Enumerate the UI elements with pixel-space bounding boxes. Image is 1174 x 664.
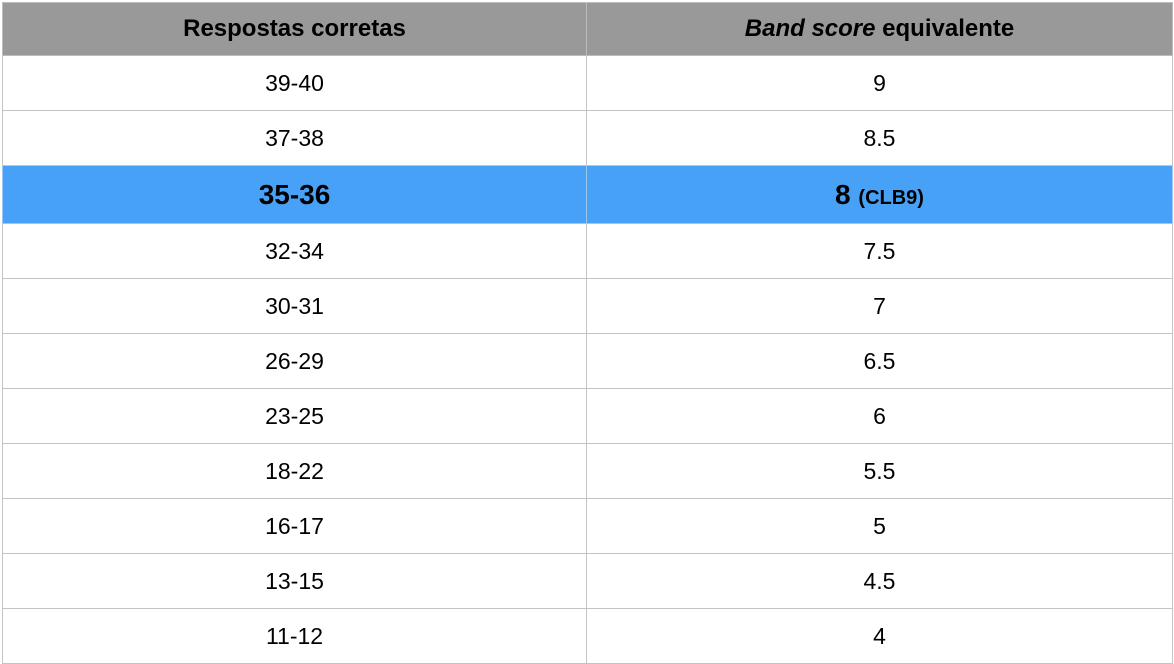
band-cell: 5 — [586, 498, 1173, 554]
table-body: 39-40 9 37-38 8.5 35-36 8 (CLB9) 32-34 7… — [2, 55, 1173, 664]
answers-cell: 35-36 — [2, 165, 587, 224]
answers-cell: 18-22 — [2, 443, 587, 499]
table-header: Respostas corretas Band score equivalent… — [2, 2, 1173, 56]
band-cell: 8 (CLB9) — [586, 165, 1173, 224]
band-value: 8 — [835, 178, 851, 210]
answers-cell: 39-40 — [2, 55, 587, 111]
band-cell: 6 — [586, 388, 1173, 444]
band-cell: 7 — [586, 278, 1173, 334]
table-row: 37-38 8.5 — [2, 110, 1173, 166]
band-cell: 6.5 — [586, 333, 1173, 389]
table-row: 30-31 7 — [2, 278, 1173, 334]
answers-cell: 26-29 — [2, 333, 587, 389]
band-cell: 7.5 — [586, 223, 1173, 279]
header-band-score: Band score equivalente — [586, 2, 1173, 56]
table-row: 32-34 7.5 — [2, 223, 1173, 279]
table-row: 26-29 6.5 — [2, 333, 1173, 389]
answers-cell: 30-31 — [2, 278, 587, 334]
answers-cell: 37-38 — [2, 110, 587, 166]
table-row: 23-25 6 — [2, 388, 1173, 444]
band-cell: 4 — [586, 608, 1173, 664]
band-cell: 5.5 — [586, 443, 1173, 499]
answers-cell: 13-15 — [2, 553, 587, 609]
answers-cell: 11-12 — [2, 608, 587, 664]
band-cell: 8.5 — [586, 110, 1173, 166]
answers-cell: 16-17 — [2, 498, 587, 554]
clb-note: (CLB9) — [858, 186, 924, 209]
table-row: 13-15 4.5 — [2, 553, 1173, 609]
table-row: 39-40 9 — [2, 55, 1173, 111]
band-cell: 9 — [586, 55, 1173, 111]
table-row: 11-12 4 — [2, 608, 1173, 664]
table-row: 18-22 5.5 — [2, 443, 1173, 499]
band-cell: 4.5 — [586, 553, 1173, 609]
table-row: 16-17 5 — [2, 498, 1173, 554]
table-row-highlighted: 35-36 8 (CLB9) — [2, 165, 1173, 224]
answers-cell: 32-34 — [2, 223, 587, 279]
header-band-score-italic: Band score — [744, 15, 876, 42]
header-band-score-rest: equivalente — [875, 15, 1015, 42]
answers-cell: 23-25 — [2, 388, 587, 444]
header-correct-answers: Respostas corretas — [2, 2, 587, 56]
header-row: Respostas corretas Band score equivalent… — [2, 2, 1173, 56]
